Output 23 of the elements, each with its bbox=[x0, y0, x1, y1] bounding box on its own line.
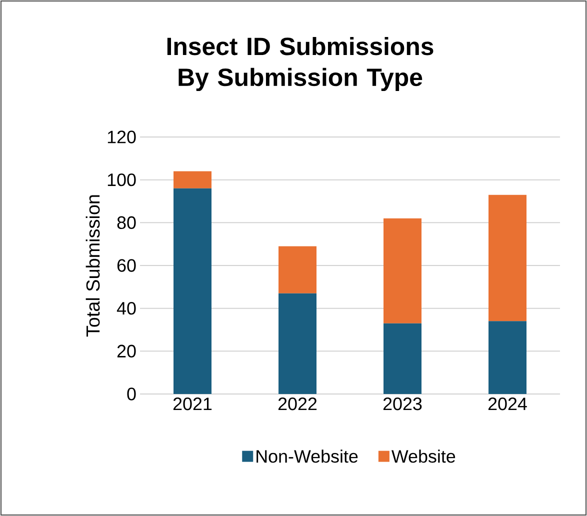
x-tick-label: 2023 bbox=[383, 398, 422, 410]
bar bbox=[278, 246, 316, 294]
x-tick-label: 2022 bbox=[278, 398, 317, 410]
bar bbox=[174, 171, 212, 188]
chart-title: Insect ID Submissions By Submission Type bbox=[167, 36, 434, 92]
bar bbox=[384, 323, 422, 394]
legend-label: Non-Website bbox=[256, 450, 358, 463]
bar bbox=[174, 188, 212, 394]
y-tick-label: 80 bbox=[117, 216, 136, 230]
bar bbox=[488, 321, 526, 394]
y-tick-label: 60 bbox=[117, 259, 136, 272]
legend-label: Website bbox=[392, 450, 456, 463]
x-tick-label: 2024 bbox=[488, 398, 527, 410]
bar bbox=[488, 194, 526, 322]
y-axis-title: Total Submission bbox=[86, 195, 100, 337]
bar bbox=[278, 293, 316, 394]
x-tick-label: 2021 bbox=[173, 398, 212, 410]
y-tick-label: 100 bbox=[108, 173, 136, 186]
y-tick-label: 20 bbox=[117, 344, 136, 358]
y-tick-label: 120 bbox=[108, 130, 136, 144]
y-tick-label: 0 bbox=[127, 388, 136, 400]
y-tick-label: 40 bbox=[116, 302, 136, 315]
bar bbox=[384, 218, 422, 324]
